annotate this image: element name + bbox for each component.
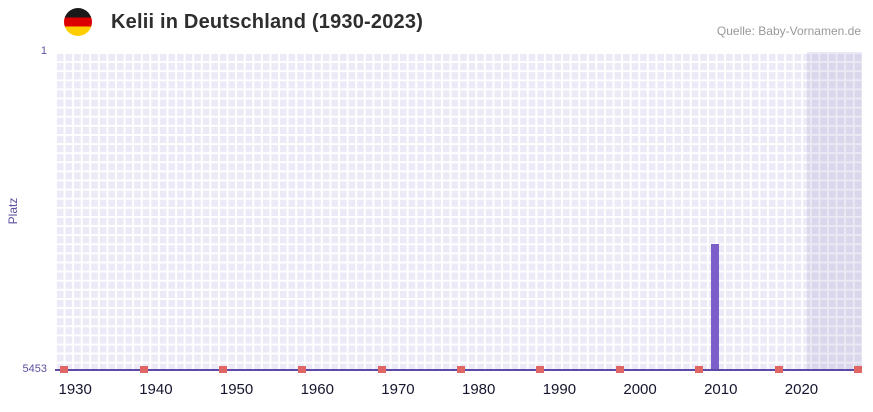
chart-header: Kelii in Deutschland (1930-2023) (64, 8, 423, 36)
recent-years-band (807, 52, 862, 369)
germany-flag-icon (64, 8, 92, 36)
y-tick-min: 5453 (22, 363, 47, 375)
bottom-tick-marker (297, 366, 306, 373)
bottom-tick-marker (615, 366, 624, 373)
bottom-tick-marker (218, 366, 227, 373)
x-tick-label: 1960 (300, 381, 334, 398)
y-tick-max: 1 (40, 45, 47, 57)
chart-title: Kelii in Deutschland (1930-2023) (111, 10, 424, 33)
rank-bar-2010[interactable] (711, 243, 720, 369)
x-tick-label: 1970 (381, 381, 415, 398)
x-tick-label: 2020 (784, 381, 819, 398)
x-tick-label: 1990 (542, 381, 577, 398)
source-credit: Quelle: Baby-Vornamen.de (716, 24, 861, 38)
bottom-tick-marker (536, 366, 544, 373)
x-axis-labels: 1930 1940 1950 1960 1970 1980 1990 2000 2010 2020 (55, 381, 862, 403)
x-tick-label: 1930 (58, 381, 92, 398)
x-tick-label: 1980 (461, 381, 496, 398)
x-tick-label: 1940 (139, 381, 173, 398)
bottom-tick-marker (377, 366, 386, 373)
bottom-tick-marker (139, 366, 148, 373)
plot-area (55, 52, 862, 373)
bottom-tick-marker (456, 366, 465, 373)
bottom-tick-marker (853, 366, 862, 373)
x-tick-label: 1950 (219, 381, 254, 398)
bottom-tick-marker (59, 366, 68, 373)
x-tick-label: 2010 (704, 381, 738, 398)
bottom-tick-marker (774, 366, 783, 373)
bottom-tick-marker (694, 366, 703, 373)
y-axis-title: Platz (6, 197, 20, 225)
x-tick-label: 2000 (623, 381, 657, 398)
